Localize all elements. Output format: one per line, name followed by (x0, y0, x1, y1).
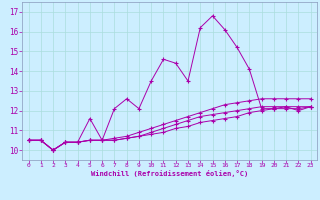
X-axis label: Windchill (Refroidissement éolien,°C): Windchill (Refroidissement éolien,°C) (91, 170, 248, 177)
